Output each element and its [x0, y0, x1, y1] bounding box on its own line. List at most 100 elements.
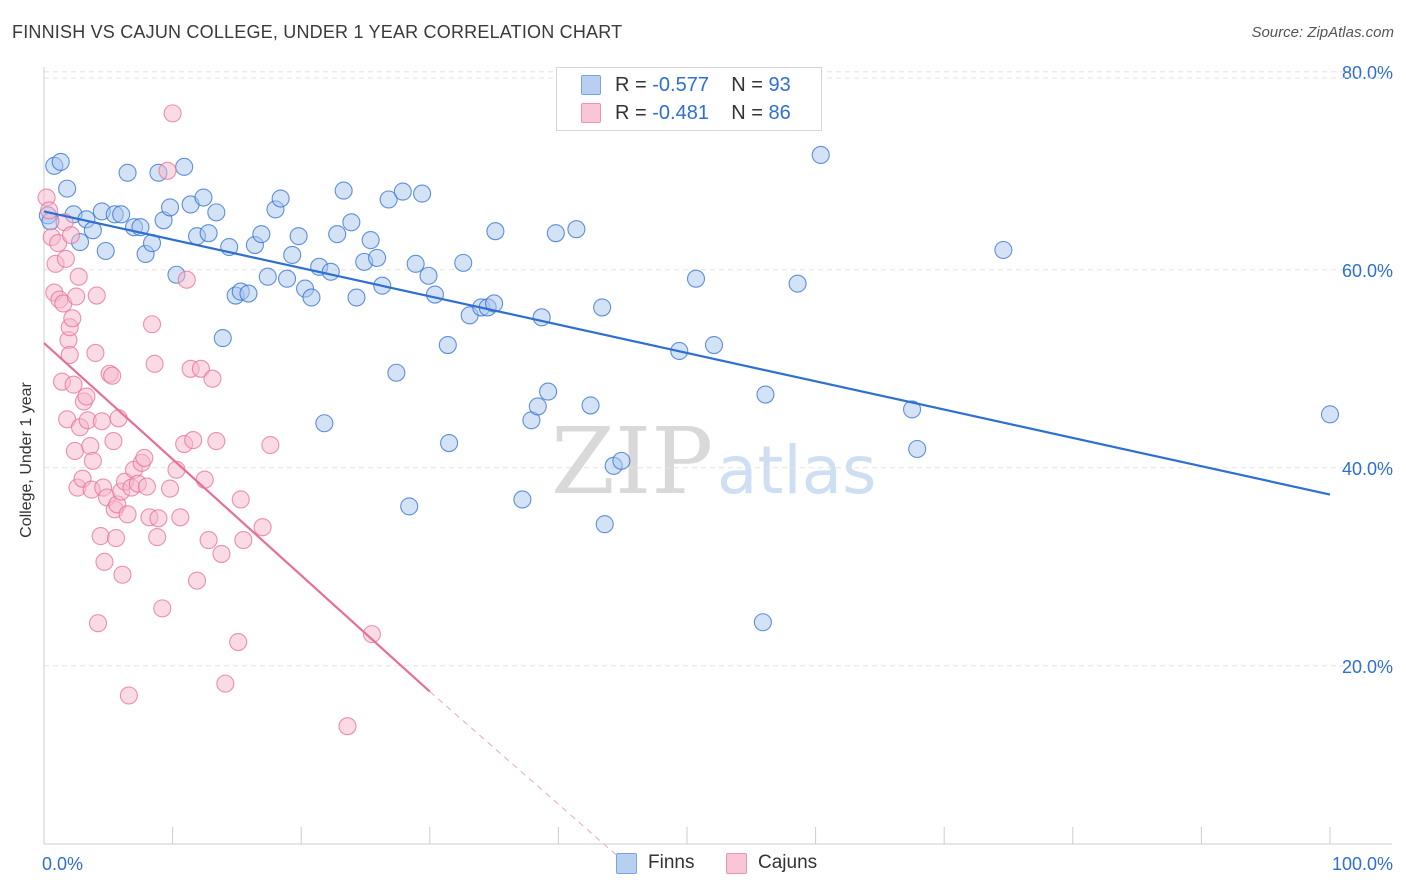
finns-data-point [902, 400, 922, 419]
finns-data-point [581, 396, 600, 415]
finns-r-value: -0.577 [652, 74, 709, 96]
finns-data-point [160, 198, 180, 217]
chart-title: FINNISH VS CAJUN COLLEGE, UNDER 1 YEAR C… [12, 22, 623, 42]
cajuns-n-value: 86 [768, 102, 791, 124]
finns-data-point [419, 266, 438, 285]
x-tick-label-max: 100.0% [1332, 854, 1393, 874]
finns-data-point [704, 335, 724, 355]
cajuns-data-point [191, 359, 210, 378]
cajuns-data-point [203, 369, 222, 388]
cajuns-stats-text: R = -0.481 N = 86 [615, 102, 791, 124]
cajuns-data-point [119, 686, 138, 705]
finns-data-point [528, 397, 547, 416]
finns-data-point [321, 262, 340, 281]
cajuns-data-point [61, 226, 81, 245]
finns-data-point [595, 515, 614, 534]
finns-data-point [252, 225, 271, 244]
stats-legend: R = -0.577 N = 93 R = -0.481 N = 86 [556, 67, 822, 131]
finns-data-point [393, 182, 412, 201]
finns-data-point [342, 213, 361, 232]
finns-data-point [368, 248, 387, 267]
finns-data-point [194, 188, 213, 207]
finns-data-point [175, 157, 194, 176]
finns-data-point [908, 439, 927, 459]
finns-data-point [539, 382, 558, 401]
y-tick-label: 20.0% [1342, 657, 1393, 677]
cajuns-data-point [118, 505, 137, 524]
finns-data-point [289, 227, 308, 246]
legend-label-finns: Finns [648, 852, 695, 873]
finns-data-point [118, 163, 137, 182]
cajuns-data-point [158, 161, 177, 180]
finns-data-point [199, 224, 218, 243]
finns-data-point [112, 205, 131, 224]
cajuns-data-point [338, 717, 357, 736]
cajuns-data-point [231, 490, 250, 509]
finns-data-point [96, 241, 115, 261]
cajuns-data-point [216, 674, 235, 693]
finns-data-point [387, 363, 406, 382]
cajuns-data-point [88, 614, 108, 633]
finns-data-point [400, 497, 419, 516]
cajuns-data-point [91, 527, 110, 546]
finns-stats-text: R = -0.577 N = 93 [615, 74, 791, 96]
cajuns-trend-line [43, 342, 431, 693]
cajuns-data-point [63, 309, 82, 328]
cajuns-data-point [261, 435, 280, 455]
finns-data-point [406, 254, 425, 273]
cajuns-data-point [81, 436, 100, 456]
finns-data-point [1320, 405, 1340, 424]
finns-data-point [334, 181, 353, 200]
cajuns-data-point [184, 431, 203, 450]
finns-data-point [425, 285, 444, 304]
cajuns-data-point [104, 432, 123, 451]
finns-data-point [271, 189, 290, 208]
finns-data-point [361, 231, 380, 250]
finns-data-point [328, 225, 347, 244]
cajuns-data-point [135, 448, 154, 467]
finns-data-point [593, 298, 612, 317]
y-tick-label: 60.0% [1342, 261, 1393, 281]
finns-data-point [438, 335, 457, 355]
finns-data-point [413, 184, 432, 203]
finns-data-point [811, 145, 830, 165]
cajuns-data-point [145, 354, 164, 373]
cajuns-data-point [362, 625, 381, 644]
cajuns-data-point [103, 366, 122, 385]
cajuns-r-value: -0.481 [652, 102, 709, 124]
finns-data-point [207, 203, 226, 222]
finns-data-point [454, 253, 473, 272]
cajuns-data-point [113, 565, 132, 584]
finns-data-point [239, 284, 258, 303]
finns-data-point [258, 267, 277, 286]
finns-data-point [686, 269, 706, 288]
cajuns-data-point [177, 270, 196, 289]
finns-data-point [347, 288, 366, 307]
finns-data-point [994, 240, 1013, 260]
cajuns-data-point [106, 529, 126, 548]
cajuns-data-point [87, 286, 106, 305]
y-tick-label: 80.0% [1342, 63, 1393, 83]
legend-label-cajuns: Cajuns [758, 852, 818, 873]
cajuns-legend-swatch-icon [726, 853, 747, 874]
cajuns-data-point [253, 518, 272, 537]
finns-data-point [379, 190, 398, 209]
cajuns-data-point [163, 104, 182, 123]
cajuns-data-point [199, 531, 218, 550]
finns-data-point [51, 152, 70, 171]
cajuns-data-point [148, 528, 167, 547]
finns-n-value: 93 [768, 74, 791, 96]
finns-data-point [283, 245, 302, 264]
cajuns-data-point [229, 632, 248, 652]
cajuns-data-point [109, 409, 128, 428]
cajuns-data-point [212, 544, 231, 563]
cajuns-data-point [153, 599, 172, 618]
finns-data-point [278, 269, 297, 288]
finns-data-point [756, 385, 775, 404]
cajuns-data-point [234, 531, 253, 550]
finns-data-point [567, 220, 586, 239]
finns-data-point [302, 288, 321, 307]
finns-data-point [440, 433, 459, 453]
cajuns-data-point [187, 571, 207, 590]
